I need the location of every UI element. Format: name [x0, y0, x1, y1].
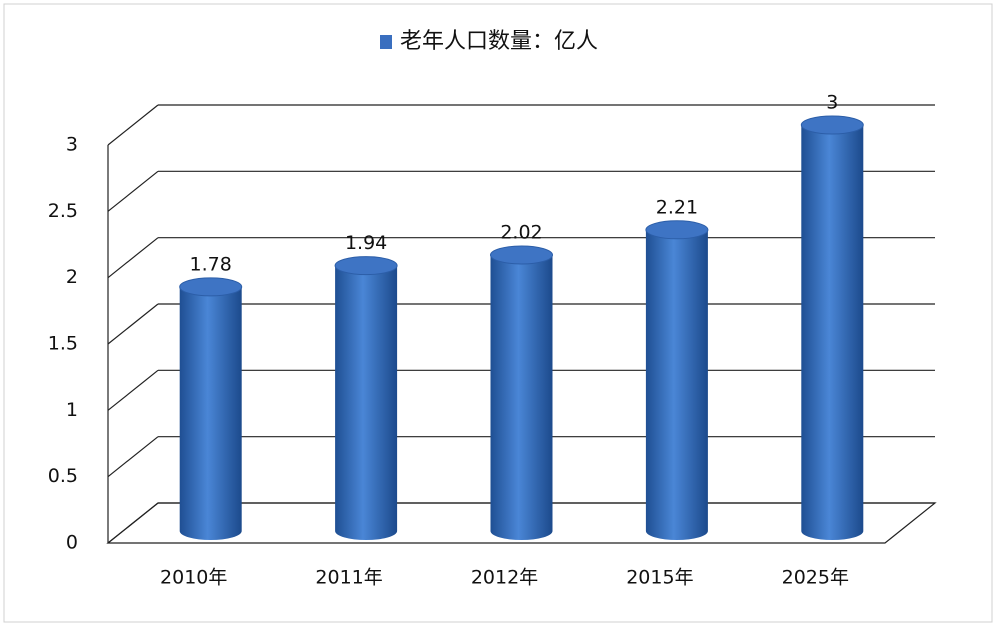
bar-top	[334, 256, 398, 276]
y-tick-label: 0.5	[48, 465, 78, 487]
y-tick-label: 2.5	[48, 200, 78, 222]
legend-label: 老年人口数量：亿人	[400, 29, 598, 54]
grid-line	[107, 436, 159, 478]
x-tick-label: 2011年	[315, 567, 382, 589]
data-label: 3	[826, 92, 838, 114]
grid-line	[107, 104, 159, 146]
data-label: 1.94	[345, 232, 387, 254]
y-tick-label: 3	[66, 134, 78, 156]
legend-swatch	[380, 35, 392, 49]
bar	[335, 265, 398, 540]
bar-top	[800, 115, 864, 135]
data-label: 2.02	[500, 222, 542, 244]
bar-top	[179, 277, 243, 297]
x-tick-label: 2012年	[471, 567, 538, 589]
x-tick-label: 2025年	[782, 567, 849, 589]
bar	[645, 229, 708, 540]
bar	[179, 286, 242, 540]
x-tick-label: 2015年	[626, 567, 693, 589]
grid-line	[107, 170, 159, 212]
grid-line	[107, 303, 159, 345]
y-tick-label: 1	[66, 399, 78, 421]
y-tick-label: 0	[66, 532, 78, 554]
bar	[801, 125, 864, 540]
data-label: 2.21	[656, 196, 698, 218]
bar-top	[645, 220, 709, 240]
bar-top	[490, 245, 553, 265]
x-tick-label: 2010年	[160, 567, 227, 589]
data-label: 1.78	[190, 253, 232, 275]
grid-line	[107, 369, 159, 411]
grid-line	[107, 502, 159, 544]
grid-line	[107, 237, 159, 279]
y-tick-label: 1.5	[48, 333, 78, 355]
bar	[490, 255, 553, 540]
y-tick-label: 2	[66, 266, 78, 288]
